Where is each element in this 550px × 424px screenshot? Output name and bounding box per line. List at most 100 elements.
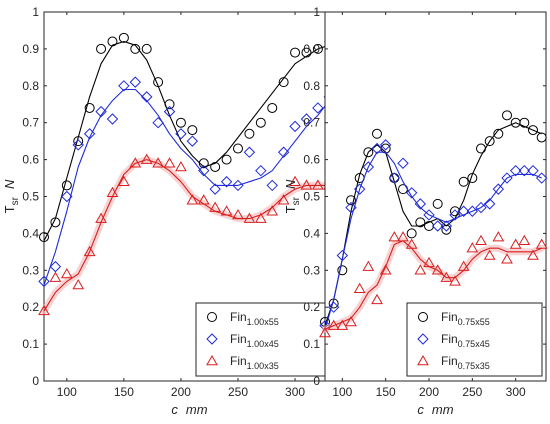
data-point	[289, 120, 301, 133]
data-point	[243, 212, 256, 223]
y-axis-label: TsrN	[2, 179, 21, 213]
data-point	[415, 217, 426, 228]
data-point	[175, 160, 187, 172]
data-point	[509, 164, 522, 177]
data-point	[519, 117, 530, 128]
data-point	[277, 194, 290, 205]
data-point	[197, 194, 210, 205]
data-point	[175, 128, 187, 140]
data-point	[153, 77, 164, 88]
x-axis-label: c mm	[417, 402, 453, 417]
y-tick-label: 0.8	[22, 79, 39, 93]
data-point	[536, 132, 547, 143]
data-point	[527, 249, 539, 260]
data-point	[254, 212, 267, 223]
data-point	[518, 234, 531, 246]
data-point	[327, 301, 340, 313]
legend-marker	[206, 354, 218, 366]
data-point	[336, 249, 349, 262]
data-point	[187, 125, 198, 136]
data-point	[336, 319, 349, 330]
data-point	[509, 238, 522, 249]
data-point	[152, 157, 164, 168]
data-point	[210, 161, 221, 172]
data-point	[106, 186, 119, 198]
right-chart-panel: 0 0.1 0.2 0.3 0.4 0.5 0.6 0.7 0.8 0.9 1 100 150 200 25…	[283, 5, 548, 417]
data-point	[372, 128, 382, 139]
y-tick-label: 0.1	[22, 337, 39, 351]
data-point	[220, 176, 233, 188]
x-tick-label: 300	[285, 385, 305, 399]
data-point	[209, 183, 221, 195]
data-point	[457, 260, 470, 271]
data-point	[244, 128, 255, 139]
data-point	[535, 172, 548, 184]
y-tick-label: 0.4	[22, 226, 39, 240]
y-tick-label: 0.7	[303, 116, 320, 130]
data-point	[141, 43, 152, 54]
data-point	[312, 179, 324, 190]
data-point	[129, 76, 142, 88]
data-point	[441, 224, 452, 235]
fit-line	[324, 240, 542, 330]
data-point	[501, 172, 513, 184]
y-tick-label: 0.7	[22, 116, 39, 130]
data-point	[423, 209, 435, 221]
data-point	[414, 198, 427, 210]
data-point	[475, 201, 487, 214]
data-point	[467, 173, 478, 184]
data-point	[345, 315, 357, 327]
data-point	[233, 143, 243, 154]
data-point	[61, 190, 73, 203]
legend: Fin1.00x55 Fin1.00x45 Fin1.00x35	[195, 302, 332, 377]
legend-marker	[417, 354, 429, 366]
data-point	[220, 205, 233, 216]
data-point	[535, 238, 548, 249]
data-point	[457, 205, 470, 217]
data-point	[423, 256, 435, 268]
data-point	[300, 113, 313, 125]
legend-marker	[207, 312, 217, 322]
data-point	[476, 143, 486, 154]
y-tick-label: 1	[32, 5, 39, 19]
series-1.00x45	[38, 76, 336, 288]
legend-label: Fin1.00x55	[230, 310, 279, 327]
y-tick-label: 0	[313, 374, 320, 388]
data-point	[266, 179, 278, 192]
y-tick-label: 0.6	[22, 153, 39, 167]
data-point	[353, 282, 366, 293]
y-tick-label: 0.9	[22, 42, 39, 56]
data-point	[405, 187, 418, 199]
data-point	[345, 201, 357, 214]
data-point	[255, 117, 266, 128]
data-point	[405, 238, 418, 249]
data-point	[267, 102, 278, 113]
data-point	[290, 47, 301, 58]
data-point	[50, 217, 61, 228]
data-point	[346, 195, 356, 206]
x-tick-label: 100	[57, 385, 77, 399]
data-point	[73, 136, 84, 147]
data-point	[266, 205, 279, 216]
data-point	[466, 205, 479, 217]
data-point	[337, 265, 348, 276]
data-point	[118, 175, 130, 186]
data-point	[379, 139, 392, 151]
data-point	[278, 77, 289, 88]
y-tick-label: 0.3	[22, 263, 39, 277]
legend-box	[406, 302, 543, 377]
data-point	[458, 176, 469, 187]
legend-label: Fin0.75x55	[441, 310, 490, 327]
data-point	[118, 80, 130, 92]
data-point	[163, 157, 176, 168]
legend-marker	[417, 333, 429, 345]
legend-label: Fin1.00x35	[230, 354, 279, 371]
data-point	[38, 304, 50, 316]
data-point	[388, 172, 401, 184]
legend-label: Fin0.75x35	[441, 354, 490, 371]
data-point	[221, 154, 232, 165]
data-point	[72, 139, 84, 151]
data-point	[483, 198, 496, 210]
data-point	[432, 198, 443, 209]
